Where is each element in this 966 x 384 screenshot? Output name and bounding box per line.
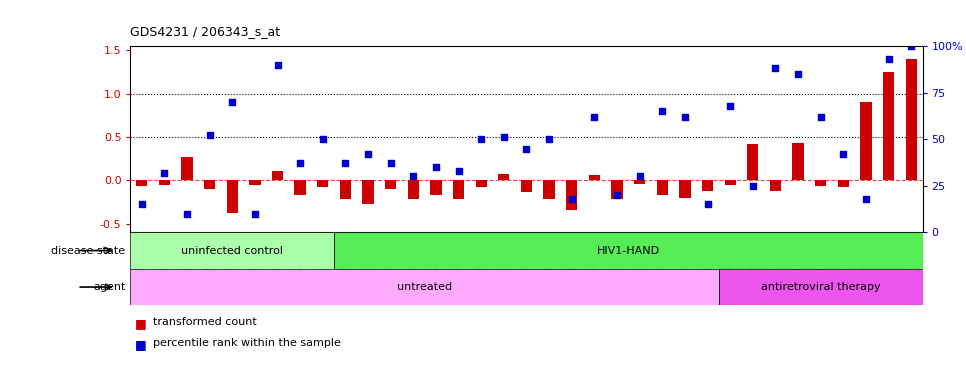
- Point: [655, 108, 670, 114]
- Text: antiretroviral therapy: antiretroviral therapy: [761, 282, 880, 292]
- Bar: [430, 180, 441, 195]
- Bar: [295, 180, 306, 195]
- Bar: [317, 180, 328, 187]
- Bar: [679, 180, 691, 198]
- Point: [224, 99, 240, 105]
- Point: [632, 174, 647, 180]
- Bar: [657, 180, 668, 195]
- Bar: [158, 180, 170, 185]
- Point: [497, 134, 512, 141]
- Point: [156, 170, 172, 176]
- Point: [247, 210, 263, 217]
- Point: [564, 196, 580, 202]
- Bar: [362, 180, 374, 204]
- Bar: [130, 232, 334, 269]
- Text: ■: ■: [135, 317, 147, 330]
- Bar: [204, 180, 215, 189]
- Point: [519, 146, 534, 152]
- Point: [677, 114, 693, 120]
- Point: [202, 132, 217, 139]
- Text: transformed count: transformed count: [153, 317, 256, 327]
- Point: [338, 161, 354, 167]
- Point: [813, 114, 829, 120]
- Point: [315, 136, 330, 142]
- Bar: [724, 180, 736, 185]
- Bar: [408, 180, 419, 199]
- Text: HIV1-HAND: HIV1-HAND: [597, 245, 660, 256]
- Point: [610, 192, 625, 198]
- Bar: [883, 72, 895, 180]
- Bar: [611, 180, 623, 199]
- Point: [586, 114, 602, 120]
- Point: [383, 161, 398, 167]
- Bar: [588, 175, 600, 180]
- Bar: [475, 180, 487, 187]
- Point: [360, 151, 376, 157]
- Bar: [747, 144, 758, 180]
- Bar: [815, 180, 826, 186]
- Point: [858, 196, 873, 202]
- Point: [180, 210, 195, 217]
- Point: [903, 43, 919, 49]
- Point: [836, 151, 851, 157]
- Bar: [227, 180, 238, 213]
- Bar: [182, 157, 192, 180]
- Bar: [271, 171, 283, 180]
- Bar: [340, 180, 351, 199]
- Bar: [453, 180, 465, 199]
- Point: [270, 61, 285, 68]
- Point: [428, 164, 443, 170]
- Bar: [905, 59, 917, 180]
- Bar: [130, 269, 719, 305]
- Bar: [136, 180, 148, 186]
- Point: [473, 136, 489, 142]
- Text: untreated: untreated: [397, 282, 452, 292]
- Text: ■: ■: [135, 338, 147, 351]
- Point: [723, 103, 738, 109]
- Text: uninfected control: uninfected control: [182, 245, 283, 256]
- Bar: [544, 180, 554, 199]
- Text: percentile rank within the sample: percentile rank within the sample: [153, 338, 340, 348]
- Bar: [385, 180, 396, 189]
- Bar: [770, 180, 781, 191]
- Bar: [861, 103, 871, 180]
- Bar: [334, 232, 923, 269]
- Bar: [792, 143, 804, 180]
- Bar: [634, 180, 645, 184]
- Point: [541, 136, 556, 142]
- Point: [134, 201, 150, 207]
- Point: [293, 161, 308, 167]
- Text: agent: agent: [93, 282, 126, 292]
- Point: [451, 168, 467, 174]
- Bar: [521, 180, 532, 192]
- Bar: [566, 180, 578, 210]
- Text: disease state: disease state: [51, 245, 126, 256]
- Point: [768, 65, 783, 71]
- Bar: [249, 180, 261, 185]
- Bar: [702, 180, 713, 191]
- Bar: [498, 174, 509, 180]
- Text: GDS4231 / 206343_s_at: GDS4231 / 206343_s_at: [130, 25, 280, 38]
- Point: [881, 56, 896, 62]
- Point: [699, 201, 715, 207]
- Point: [745, 183, 760, 189]
- Point: [406, 174, 421, 180]
- Bar: [838, 180, 849, 187]
- Point: [790, 71, 806, 77]
- Bar: [719, 269, 923, 305]
